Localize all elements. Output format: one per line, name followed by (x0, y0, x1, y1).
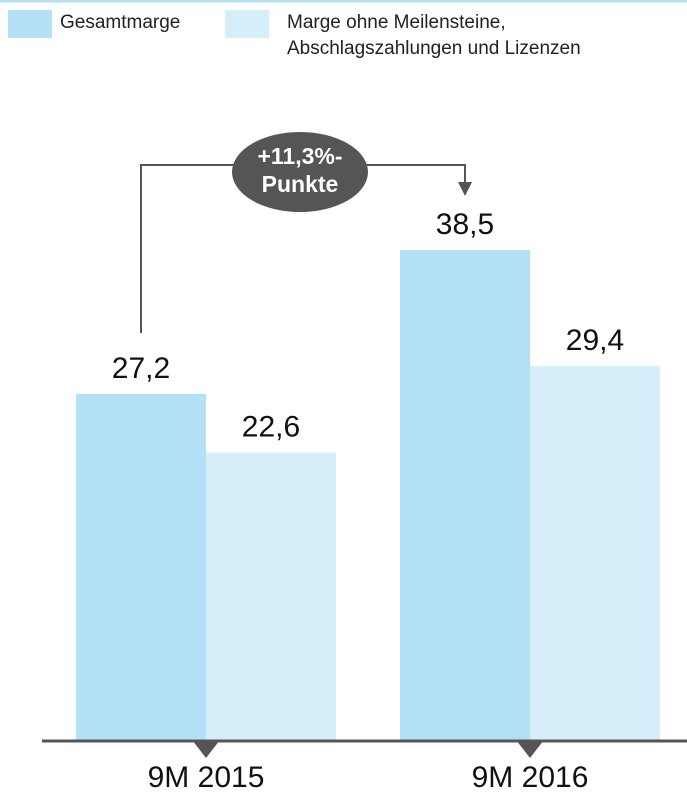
value-label: 38,5 (436, 208, 494, 241)
legend-swatch (8, 10, 52, 38)
bar (400, 250, 530, 740)
arrow-head (458, 182, 472, 196)
bar (206, 452, 336, 740)
annotation-text: Punkte (262, 171, 339, 197)
axis-marker (516, 740, 544, 758)
annotation-bubble (232, 132, 368, 212)
x-tick-label: 9M 2016 (472, 761, 589, 794)
axis-marker (192, 740, 220, 758)
value-label: 27,2 (112, 352, 170, 385)
value-label: 22,6 (242, 410, 300, 443)
legend-swatch (225, 10, 269, 38)
legend-label: Marge ohne Meilensteine, Abschlagszahlun… (287, 12, 581, 59)
value-label: 29,4 (566, 324, 624, 357)
annotation-text: +11,3%- (257, 143, 342, 169)
bar (76, 393, 206, 740)
legend-label: Gesamtmarge (60, 12, 181, 33)
bar (530, 365, 660, 740)
x-tick-label: 9M 2015 (148, 761, 265, 794)
